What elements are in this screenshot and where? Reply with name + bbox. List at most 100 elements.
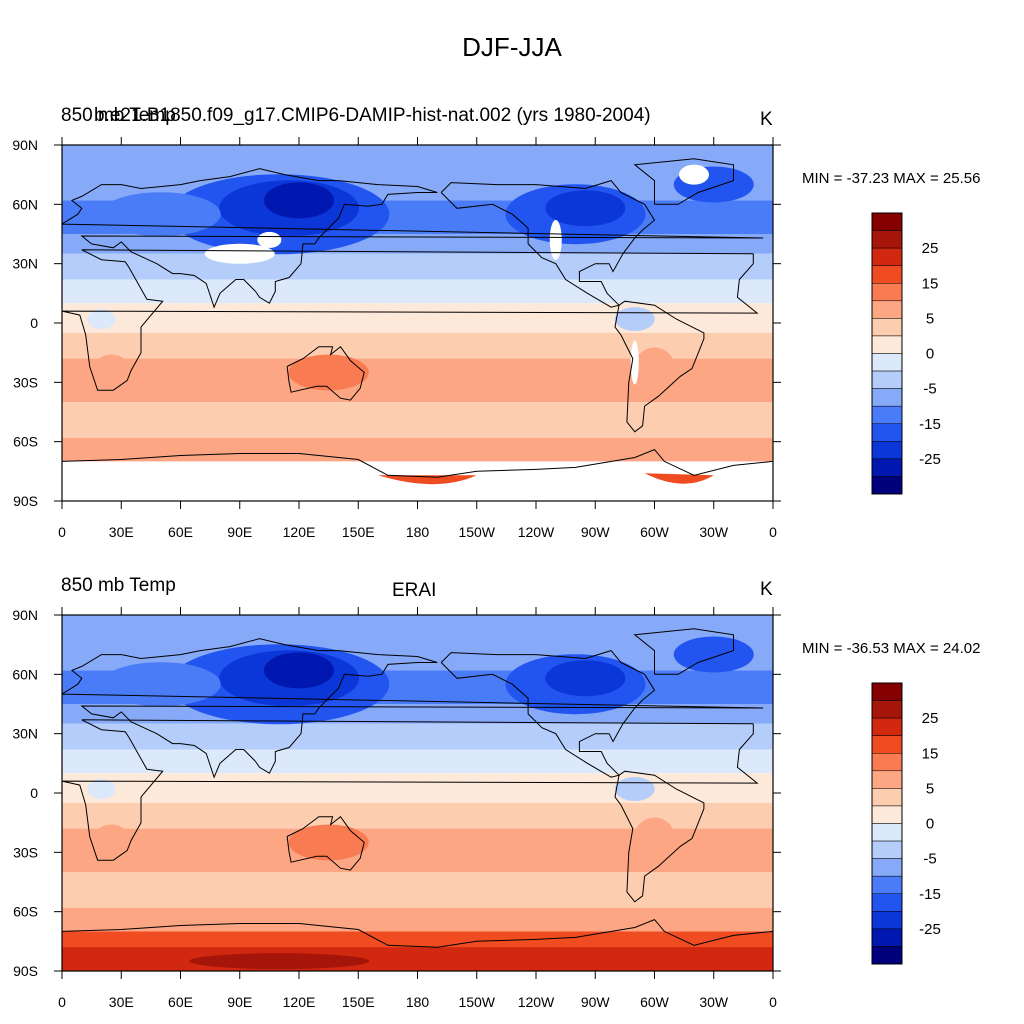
temperature-field <box>62 145 773 501</box>
lat-tick-label: 0 <box>30 315 38 331</box>
lat-tick-label: 30N <box>12 256 38 272</box>
colorbar-label: 15 <box>922 745 939 762</box>
colorbar-swatch <box>871 770 903 789</box>
colorbar-swatch <box>871 247 903 266</box>
coastline-1 <box>62 249 759 391</box>
lon-tick-label: 120W <box>518 994 555 1010</box>
colorbar-swatch <box>871 682 903 701</box>
colorbar-label: 25 <box>922 710 939 727</box>
colorbar-swatch <box>871 388 903 407</box>
lon-tick-label: 30W <box>699 994 729 1010</box>
colorbar-1: 25 15 5 0 -5 -15 -25 <box>871 212 941 495</box>
lon-tick-label: 180 <box>406 524 430 540</box>
colorbar-swatch <box>871 212 903 231</box>
coastlines <box>62 158 773 478</box>
colorbar-swatch <box>871 318 903 337</box>
colorbar-label: -5 <box>923 851 936 868</box>
colorbar-frame <box>871 212 903 495</box>
coastline-4 <box>286 815 365 871</box>
lat-tick-label: 60N <box>12 666 38 682</box>
lon-tick-label: 30W <box>699 524 729 540</box>
lon-tick-label: 60W <box>640 524 670 540</box>
lat-tick-label: 90N <box>12 137 38 153</box>
lat-tick-label: 30N <box>12 726 38 742</box>
lon-tick-label: 0 <box>58 994 66 1010</box>
lon-tick-label: 90E <box>227 994 252 1010</box>
colorbar-swatch <box>871 230 903 249</box>
lon-tick-label: 150E <box>342 994 375 1010</box>
colorbar-label: 5 <box>926 780 934 797</box>
colorbar-swatch <box>871 476 903 495</box>
colorbar-swatch <box>871 893 903 912</box>
lon-tick-label: 0 <box>769 994 777 1010</box>
center-string-panel-2: ERAI <box>392 580 437 601</box>
colorbar-swatch <box>871 911 903 930</box>
coastline-5 <box>633 628 734 675</box>
colorbar-swatch <box>871 875 903 894</box>
center-string-panel-1: b.e21.B1850.f09_g17.CMIP6-DAMIP-hist-nat… <box>94 105 651 126</box>
colorbar-swatch <box>871 265 903 284</box>
colorbar-label: 0 <box>926 346 934 363</box>
map-panel-1: 90N 60N 30N 0 30S 60S 90S 0 30E 60E 90E 120E 150E 180… <box>12 137 781 540</box>
colorbar-label: 5 <box>926 310 934 327</box>
temperature-field <box>62 615 773 971</box>
lon-tick-label: 60E <box>168 524 193 540</box>
coastline-1 <box>62 719 759 861</box>
coastline-4 <box>286 345 365 401</box>
colorbar-label: 25 <box>922 240 939 257</box>
left-string-panel-2: 850 mb Temp <box>61 575 176 596</box>
colorbar-swatch <box>871 753 903 772</box>
lat-tick-label: 90N <box>12 607 38 623</box>
colorbar-swatch <box>871 300 903 319</box>
colorbar-swatch <box>871 700 903 719</box>
coastline-2 <box>440 180 656 308</box>
colorbar-swatch <box>871 788 903 807</box>
lat-tick-label: 60S <box>13 434 38 450</box>
colorbar-swatch <box>871 370 903 389</box>
lat-tick-label: 60N <box>12 196 38 212</box>
colorbar-swatch <box>871 946 903 965</box>
colorbar-swatch <box>871 353 903 372</box>
lon-tick-label: 120E <box>283 994 316 1010</box>
colorbar-swatch <box>871 735 903 754</box>
colorbar-label: -25 <box>919 921 941 938</box>
lon-tick-label: 150W <box>458 994 495 1010</box>
lon-tick-label: 120W <box>518 524 555 540</box>
lat-tick-label: 90S <box>13 963 38 979</box>
min-max-panel-1: MIN = -37.23 MAX = 25.56 <box>802 170 981 187</box>
colorbar-swatch <box>871 405 903 424</box>
lon-tick-label: 30E <box>109 994 134 1010</box>
lon-tick-label: 150E <box>342 524 375 540</box>
lon-tick-label: 60E <box>168 994 193 1010</box>
lon-tick-label: 0 <box>58 524 66 540</box>
colorbar-swatch <box>871 423 903 442</box>
min-max-panel-2: MIN = -36.53 MAX = 24.02 <box>802 640 981 657</box>
colorbar-label: -15 <box>919 416 941 433</box>
colorbar-swatch <box>871 840 903 859</box>
units-panel-1: K <box>760 109 773 130</box>
colorbar-label: -5 <box>923 381 936 398</box>
colorbar-frame <box>871 682 903 965</box>
figure-title: DJF-JJA <box>462 32 562 62</box>
lon-tick-label: 60W <box>640 994 670 1010</box>
lat-tick-label: 30S <box>13 844 38 860</box>
lon-tick-label: 30E <box>109 524 134 540</box>
lat-tick-label: 30S <box>13 374 38 390</box>
lon-tick-label: 90E <box>227 524 252 540</box>
lon-tick-label: 150W <box>458 524 495 540</box>
colorbar-label: -25 <box>919 451 941 468</box>
lon-tick-label: 90W <box>581 524 611 540</box>
lat-tick-label: 90S <box>13 493 38 509</box>
lon-tick-label: 180 <box>406 994 430 1010</box>
coastline-0 <box>62 638 764 779</box>
colorbar-2: 25 15 5 0 -5 -15 -25 <box>871 682 941 965</box>
colorbar-swatch <box>871 717 903 736</box>
left-string-panel-1: 850 mb Temp <box>61 105 176 126</box>
coastline-6 <box>62 919 773 948</box>
coastline-3 <box>614 300 705 433</box>
lon-tick-label: 90W <box>581 994 611 1010</box>
lat-tick-label: 0 <box>30 785 38 801</box>
coastline-5 <box>633 158 734 205</box>
colorbar-swatch <box>871 441 903 460</box>
